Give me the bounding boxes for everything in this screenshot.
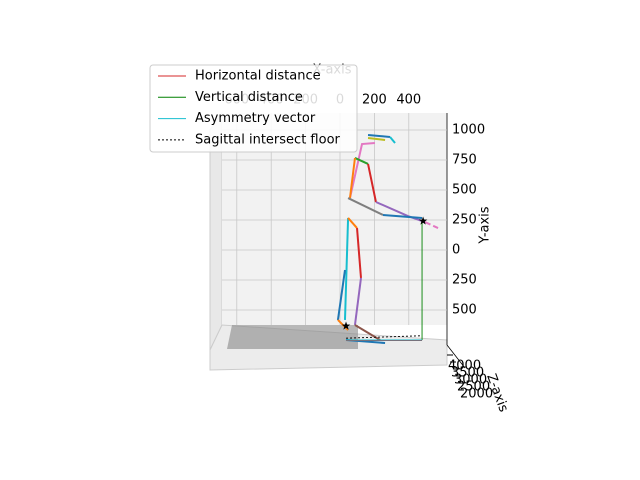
x-tick-label: 200	[362, 93, 387, 108]
y-tick-label: 750	[452, 153, 477, 168]
distance-line	[346, 335, 420, 339]
skeleton-segment	[367, 134, 391, 138]
z-tick-label: 3500	[451, 366, 484, 381]
legend-label: Asymmetry vector	[195, 111, 316, 126]
z-tick-label: 3000	[454, 373, 487, 388]
z-tick-label: 2500	[457, 380, 490, 395]
skeleton-segment	[382, 213, 423, 219]
skeleton-segment	[353, 277, 362, 326]
z-tick-label: 2000	[460, 387, 493, 402]
y-tick-label: 250	[452, 273, 477, 288]
legend-label: Sagittal intersect floor	[195, 132, 341, 147]
star-marker	[418, 216, 428, 225]
z-tick-label: 4000	[448, 359, 481, 374]
y-tick-label: 500	[452, 183, 477, 198]
y-tick-label: 0	[452, 243, 460, 258]
y-tick-label: 500	[452, 303, 477, 318]
skeleton-segment	[367, 163, 377, 203]
plot-area: 1000750500250025050060040020002004004000…	[222, 93, 493, 402]
skeleton-segment	[347, 197, 384, 216]
skeleton-segment	[389, 136, 396, 144]
y-axis-label: Y-axis	[478, 206, 493, 244]
skeleton-segment	[424, 221, 439, 229]
skeleton-segment	[356, 227, 362, 279]
y-tick-label: 250	[452, 213, 477, 228]
skeleton-segment	[336, 269, 346, 321]
skeleton-segment	[348, 157, 356, 199]
legend-label: Vertical distance	[195, 90, 303, 105]
legend-box	[149, 64, 358, 153]
z-axis-line	[446, 344, 466, 369]
skeleton-segment	[343, 217, 350, 320]
star-marker	[341, 321, 351, 330]
skeleton-segment	[354, 157, 369, 165]
legend: Horizontal distance Vertical distance Asym…	[149, 64, 358, 153]
floor-patch	[227, 325, 358, 349]
legend-label: Horizontal distance	[195, 69, 321, 84]
skeleton-segment	[367, 137, 386, 141]
skeleton-segment	[347, 217, 358, 229]
y-tick-label: 1000	[452, 123, 485, 138]
x-tick-label: 400	[396, 93, 421, 108]
skeleton-segment	[348, 141, 375, 199]
